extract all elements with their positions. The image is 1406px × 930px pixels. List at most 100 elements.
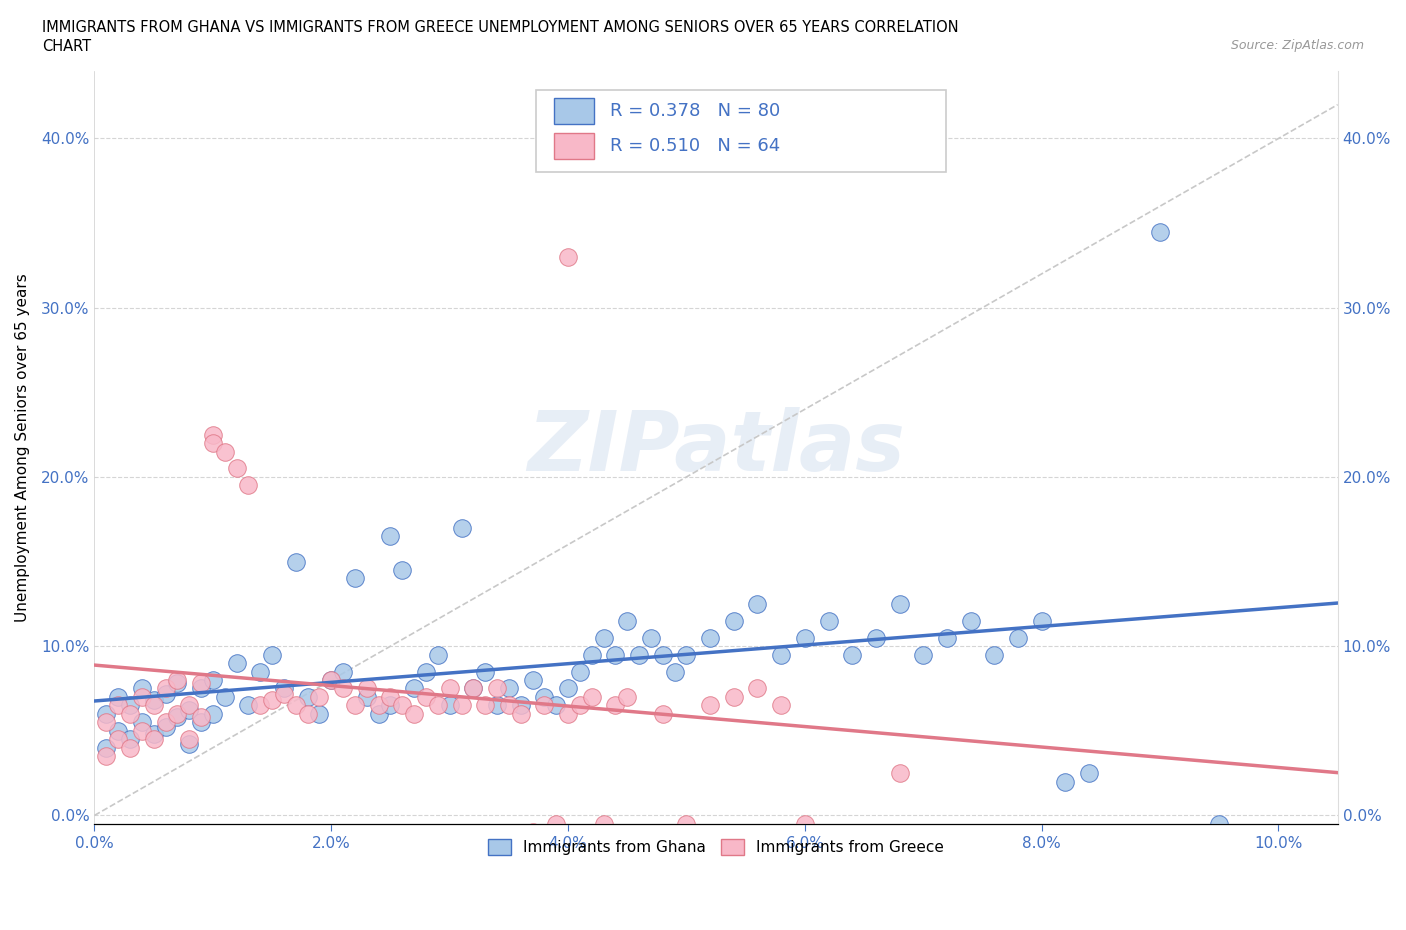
Point bbox=[297, 707, 319, 722]
Point bbox=[1007, 631, 1029, 645]
Point bbox=[770, 647, 793, 662]
Point bbox=[214, 689, 236, 704]
Point bbox=[439, 698, 461, 713]
Point bbox=[1208, 817, 1230, 831]
Point bbox=[935, 631, 957, 645]
Point bbox=[651, 647, 673, 662]
Point bbox=[889, 765, 911, 780]
Point bbox=[793, 817, 815, 831]
Point bbox=[367, 707, 389, 722]
Point bbox=[179, 737, 201, 751]
Point bbox=[332, 664, 354, 679]
Point bbox=[356, 681, 378, 696]
Text: R = 0.378   N = 80: R = 0.378 N = 80 bbox=[610, 101, 780, 120]
Point bbox=[533, 689, 555, 704]
Point bbox=[166, 710, 188, 724]
Point bbox=[509, 698, 531, 713]
Point bbox=[380, 529, 402, 544]
Point bbox=[889, 596, 911, 611]
Point bbox=[463, 681, 485, 696]
Point bbox=[166, 672, 188, 687]
Point bbox=[225, 461, 247, 476]
Point bbox=[817, 614, 839, 629]
Point bbox=[321, 672, 343, 687]
Point bbox=[568, 664, 591, 679]
Point bbox=[308, 707, 330, 722]
Point bbox=[522, 825, 544, 840]
Point bbox=[959, 614, 981, 629]
Point bbox=[747, 596, 769, 611]
Point bbox=[155, 681, 177, 696]
Point bbox=[498, 681, 520, 696]
Point bbox=[391, 698, 413, 713]
Point bbox=[616, 614, 638, 629]
Point bbox=[214, 445, 236, 459]
Point bbox=[297, 689, 319, 704]
Point bbox=[628, 647, 651, 662]
Point bbox=[450, 520, 472, 535]
Point bbox=[96, 740, 118, 755]
Point bbox=[142, 693, 165, 708]
Point bbox=[179, 698, 201, 713]
Text: IMMIGRANTS FROM GHANA VS IMMIGRANTS FROM GREECE UNEMPLOYMENT AMONG SENIORS OVER : IMMIGRANTS FROM GHANA VS IMMIGRANTS FROM… bbox=[42, 20, 959, 35]
Legend: Immigrants from Ghana, Immigrants from Greece: Immigrants from Ghana, Immigrants from G… bbox=[482, 833, 950, 861]
Point bbox=[201, 435, 224, 450]
Point bbox=[605, 647, 627, 662]
Point bbox=[190, 676, 212, 691]
Point bbox=[463, 681, 485, 696]
Point bbox=[107, 732, 129, 747]
Point bbox=[415, 689, 437, 704]
Point bbox=[699, 631, 721, 645]
Point bbox=[273, 681, 295, 696]
Point bbox=[107, 698, 129, 713]
Point bbox=[592, 631, 614, 645]
Point bbox=[284, 554, 307, 569]
Point bbox=[675, 647, 697, 662]
Point bbox=[546, 698, 568, 713]
Point bbox=[793, 631, 815, 645]
Point bbox=[201, 427, 224, 442]
Point bbox=[321, 672, 343, 687]
Point bbox=[332, 681, 354, 696]
Point bbox=[450, 698, 472, 713]
Point bbox=[356, 689, 378, 704]
Point bbox=[190, 681, 212, 696]
Text: ZIPatlas: ZIPatlas bbox=[527, 406, 905, 488]
Point bbox=[415, 664, 437, 679]
Point bbox=[747, 681, 769, 696]
Text: Source: ZipAtlas.com: Source: ZipAtlas.com bbox=[1230, 39, 1364, 52]
Point bbox=[568, 698, 591, 713]
Point bbox=[343, 571, 366, 586]
Point bbox=[486, 698, 509, 713]
Point bbox=[96, 707, 118, 722]
Point bbox=[131, 715, 153, 730]
Point bbox=[675, 817, 697, 831]
Point bbox=[131, 681, 153, 696]
Point bbox=[142, 726, 165, 741]
Y-axis label: Unemployment Among Seniors over 65 years: Unemployment Among Seniors over 65 years bbox=[15, 273, 30, 622]
Point bbox=[426, 698, 449, 713]
Point bbox=[557, 681, 579, 696]
Point bbox=[166, 676, 188, 691]
Point bbox=[616, 689, 638, 704]
FancyBboxPatch shape bbox=[536, 89, 946, 172]
Point bbox=[343, 698, 366, 713]
Point bbox=[1149, 224, 1171, 239]
Point bbox=[107, 689, 129, 704]
Point bbox=[1078, 765, 1101, 780]
Point bbox=[474, 698, 496, 713]
Bar bbox=[554, 133, 595, 159]
Point bbox=[404, 707, 426, 722]
Point bbox=[118, 698, 141, 713]
Point bbox=[201, 672, 224, 687]
Point bbox=[118, 740, 141, 755]
Point bbox=[118, 732, 141, 747]
Point bbox=[238, 698, 260, 713]
Point bbox=[723, 614, 745, 629]
Point bbox=[770, 698, 793, 713]
Point bbox=[557, 707, 579, 722]
Point bbox=[651, 707, 673, 722]
Point bbox=[546, 817, 568, 831]
Point bbox=[201, 707, 224, 722]
Point bbox=[474, 664, 496, 679]
